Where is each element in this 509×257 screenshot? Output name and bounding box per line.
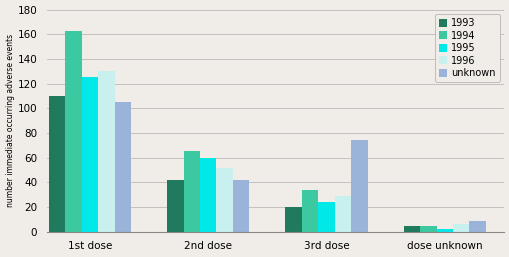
- Bar: [318, 202, 334, 232]
- Y-axis label: number immediate occurring adverse events: number immediate occurring adverse event…: [6, 34, 15, 207]
- Legend: 1993, 1994, 1995, 1996, unknown: 1993, 1994, 1995, 1996, unknown: [434, 14, 499, 82]
- Bar: [436, 229, 452, 232]
- Bar: [419, 226, 436, 232]
- Bar: [216, 168, 233, 232]
- Bar: [98, 71, 115, 232]
- Bar: [49, 96, 65, 232]
- Bar: [65, 31, 81, 232]
- Bar: [301, 190, 318, 232]
- Bar: [452, 224, 469, 232]
- Bar: [233, 180, 249, 232]
- Bar: [403, 226, 419, 232]
- Bar: [167, 180, 183, 232]
- Bar: [183, 151, 200, 232]
- Bar: [81, 77, 98, 232]
- Bar: [351, 140, 367, 232]
- Bar: [334, 196, 351, 232]
- Bar: [115, 102, 131, 232]
- Bar: [469, 221, 485, 232]
- Bar: [285, 207, 301, 232]
- Bar: [200, 158, 216, 232]
